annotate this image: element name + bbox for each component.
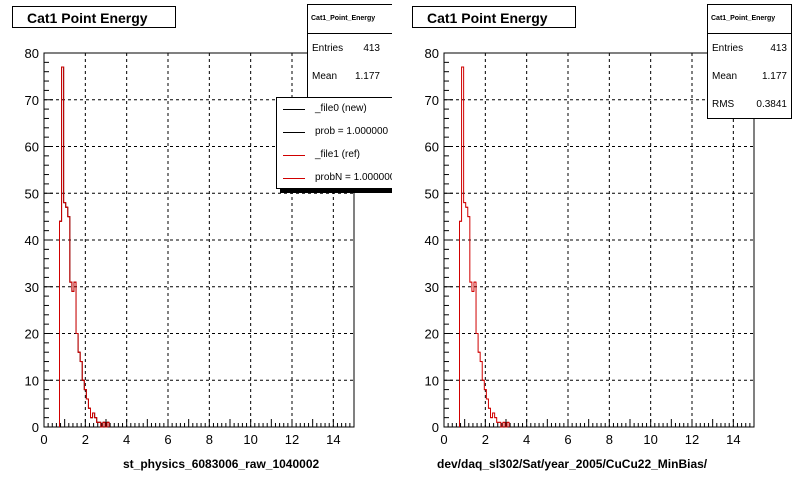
right-stats-name: Cat1_Point_Energy [708,5,791,34]
left-ytick-label-40: 40 [25,233,39,248]
legend-swatch-probn [283,178,305,179]
legend-label-probn: probN = 1.000000 [315,172,392,183]
right-x-axis-title: dev/daq_sl302/Sat/year_2005/CuCu22_MinBi… [437,457,708,471]
left-ytick-label-70: 70 [25,93,39,108]
right-ytick-label-0: 0 [432,420,439,435]
left-stats-entries-row: Entries 413 [312,43,388,55]
left-xtick-label-12: 12 [285,432,299,447]
legend-label-prob: prob = 1.000000 [315,126,389,137]
right-ytick-label-30: 30 [425,280,439,295]
right-ytick-label-80: 80 [425,46,439,61]
right-ytick-label-10: 10 [425,373,439,388]
left-ytick-label-10: 10 [25,373,39,388]
left-xtick-label-2: 2 [82,432,89,447]
left-x-axis-title: st_physics_6083006_raw_1040002 [123,457,320,471]
left-xtick-label-8: 8 [206,432,213,447]
right-xtick-label-0: 0 [440,432,447,447]
left-ytick-label-60: 60 [25,140,39,155]
left-stats-entries-label: Entries [312,43,344,54]
left-stats-entries-value: 413 [363,43,380,54]
left-chart-title-text: Cat1 Point Energy [27,10,148,26]
right-xtick-label-4: 4 [523,432,530,447]
right-stats-entries-row: Entries 413 [712,43,787,55]
right-chart-title: Cat1 Point Energy [412,6,576,28]
right-stats-mean-label: Mean [712,71,738,82]
left-legend: _file0 (new) prob = 1.000000 _file1 (ref… [276,97,392,189]
left-stats-mean-value: 1.177 [354,71,380,82]
right-ytick-label-40: 40 [425,233,439,248]
left-stats-mean-label: Mean [312,71,338,82]
right-xtick-label-12: 12 [685,432,699,447]
right-ytick-label-50: 50 [425,186,439,201]
right-xtick-label-8: 8 [606,432,613,447]
right-ytick-label-20: 20 [425,327,439,342]
left-xtick-label-6: 6 [164,432,171,447]
right-ytick-label-70: 70 [425,93,439,108]
left-xtick-label-0: 0 [40,432,47,447]
right-stats-mean-value: 1.177 [761,71,787,82]
left-chart-title: Cat1 Point Energy [12,6,176,28]
legend-label-file1: _file1 (ref) [315,149,361,160]
right-xtick-label-6: 6 [564,432,571,447]
left-legend-shadow [280,189,392,193]
left-xtick-label-10: 10 [243,432,257,447]
left-xtick-label-14: 14 [326,432,340,447]
right-stats-entries-value: 413 [770,43,787,54]
right-xtick-label-10: 10 [643,432,657,447]
right-stats-rms-label: RMS [712,99,735,110]
right-stats-rms-row: RMS 0.3841 [712,99,787,111]
legend-swatch-prob [283,132,305,133]
right-histogram-plot: 0 2 4 6 8 10 12 14 0 10 20 30 40 50 60 70 80 [425,46,755,447]
left-ytick-label-50: 50 [25,186,39,201]
right-stats-box: Cat1_Point_Energy Entries 413 Mean 1.177… [707,4,792,119]
left-stats-box: Cat1_Point_Energy Entries 413 Mean 1.177 [307,4,392,101]
legend-label-file0: _file0 (new) [315,103,367,114]
right-stats-entries-label: Entries [712,43,744,54]
right-chart-title-text: Cat1 Point Energy [427,10,548,26]
right-xtick-label-14: 14 [726,432,740,447]
right-stats-rms-value: 0.3841 [756,99,787,110]
left-stats-name: Cat1_Point_Energy [308,5,392,34]
right-stats-mean-row: Mean 1.177 [712,71,787,83]
left-ytick-label-30: 30 [25,280,39,295]
right-xtick-label-2: 2 [482,432,489,447]
left-ytick-label-0: 0 [32,420,39,435]
left-xtick-label-4: 4 [123,432,130,447]
left-ytick-label-20: 20 [25,327,39,342]
legend-swatch-file1 [283,155,305,156]
right-ytick-label-60: 60 [425,140,439,155]
legend-swatch-file0 [283,109,305,110]
left-ytick-label-80: 80 [25,46,39,61]
left-stats-mean-row: Mean 1.177 [312,71,388,83]
